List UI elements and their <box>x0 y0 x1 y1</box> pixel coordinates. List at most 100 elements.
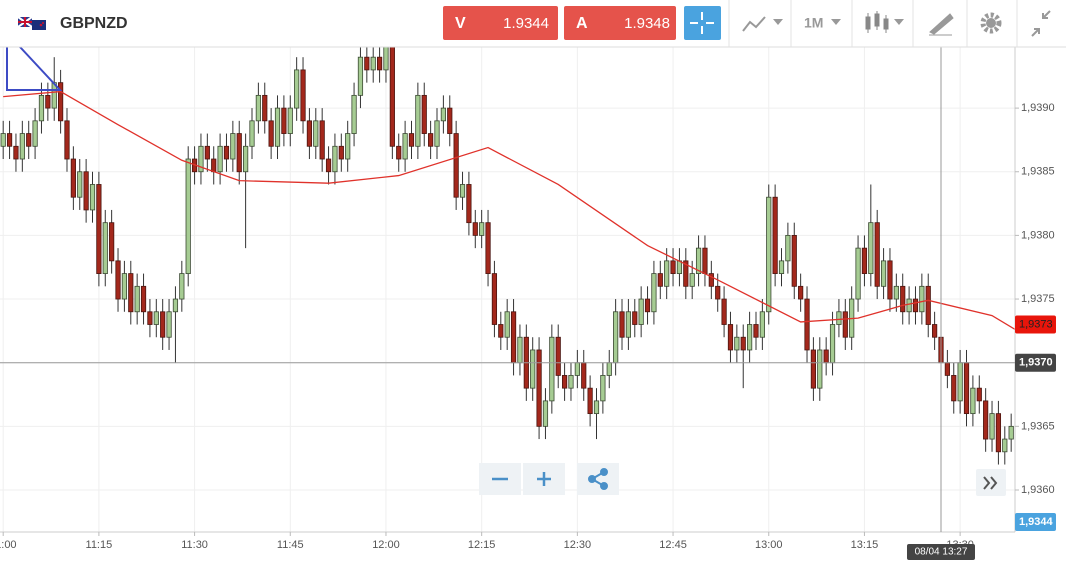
candle-body <box>670 260 676 274</box>
x-tick-label: 12:30 <box>564 539 592 551</box>
candle-body <box>836 311 842 325</box>
candle-body <box>766 196 772 313</box>
candle-body <box>530 349 536 389</box>
candle-body <box>166 311 172 338</box>
crosshair-button[interactable] <box>684 6 721 40</box>
dropdown-arrow <box>773 19 783 25</box>
y-tick-label: 1,9360 <box>1021 484 1055 496</box>
candle-body <box>887 260 893 300</box>
candle-body <box>549 336 555 402</box>
candle-body <box>581 362 587 389</box>
settings-icon <box>986 18 996 28</box>
candle-body <box>262 94 268 122</box>
candle-body <box>1008 425 1014 440</box>
candle-body <box>842 311 848 338</box>
symbol: GBPNZD <box>60 15 128 32</box>
candle-body <box>383 47 389 71</box>
candle-body <box>574 362 580 376</box>
candle-body <box>472 222 478 236</box>
candle-body <box>600 375 606 402</box>
candle-body <box>638 298 644 325</box>
zoom-controls <box>479 463 1006 496</box>
sell-button[interactable] <box>443 6 558 40</box>
candle-body <box>912 298 919 313</box>
candle-body <box>428 133 434 147</box>
candle-body <box>179 273 185 300</box>
scroll-end-button[interactable] <box>976 469 1006 496</box>
candle-body <box>702 247 708 274</box>
settings-button[interactable] <box>980 12 1002 34</box>
candle-body <box>951 375 957 402</box>
candle-body <box>759 311 765 338</box>
candle-body <box>434 120 440 147</box>
candle-body <box>747 324 753 351</box>
share-icon <box>588 468 608 490</box>
candle-body <box>466 184 472 224</box>
candle-body <box>798 285 804 300</box>
candle-body <box>19 133 25 160</box>
buy-label: A <box>576 15 588 32</box>
candle-body <box>536 349 542 427</box>
candle-body <box>236 133 242 173</box>
candle-body <box>306 120 313 147</box>
candle-body <box>459 184 466 198</box>
candle-body <box>944 362 950 376</box>
candle-body <box>644 298 651 313</box>
candle-body <box>115 260 121 300</box>
candle-body <box>26 133 32 147</box>
candle-body <box>715 285 721 300</box>
bid-tag-label: 1,9344 <box>1019 516 1054 528</box>
candle-body <box>319 120 325 160</box>
plus-icon <box>537 472 551 486</box>
candle-body <box>625 311 631 338</box>
candle-body <box>900 285 906 313</box>
candle-body <box>83 171 89 211</box>
collapse-button[interactable] <box>1031 10 1051 37</box>
candle-body <box>396 145 402 160</box>
candle-body <box>676 260 683 274</box>
candle-body <box>351 94 357 134</box>
candle-body <box>651 273 657 313</box>
candle-body <box>498 324 504 338</box>
candle-type-button[interactable] <box>865 11 889 33</box>
moving-average <box>3 90 1015 331</box>
candle-body <box>294 69 300 109</box>
candle-body <box>708 273 714 287</box>
candle-body <box>855 247 861 300</box>
candle-body <box>1002 438 1008 453</box>
candle-body <box>740 336 746 351</box>
x-tick-label: 12:45 <box>659 539 687 551</box>
candle-body <box>415 94 421 147</box>
draw-tool-button[interactable] <box>929 13 954 36</box>
candle-body <box>6 133 13 147</box>
candle-body <box>880 260 887 287</box>
candle-body <box>338 145 344 160</box>
timeframe-button[interactable]: 1M <box>804 15 823 31</box>
chart-type-button[interactable] <box>742 16 766 32</box>
candle-body <box>58 82 64 122</box>
sell-label: V <box>455 15 466 32</box>
candle-body <box>829 324 836 364</box>
candle-body <box>817 349 823 389</box>
candle-body <box>389 47 395 147</box>
candle-body <box>223 145 230 160</box>
x-tick-label: 13:15 <box>851 539 879 551</box>
candle-body <box>734 336 740 351</box>
candle-body <box>38 94 45 122</box>
x-tick-label: 11:15 <box>86 539 113 551</box>
candle-body <box>561 375 568 389</box>
candle-body <box>300 69 306 122</box>
buy-button[interactable] <box>564 6 676 40</box>
share-button[interactable] <box>577 463 619 495</box>
candle-body <box>932 324 938 338</box>
candle-body <box>568 375 574 389</box>
candle-body <box>593 400 600 415</box>
candle-body <box>491 273 498 325</box>
crosshair-icon <box>690 12 714 34</box>
candle-body <box>542 400 549 427</box>
candle-body <box>485 222 491 274</box>
candle-body <box>370 56 376 71</box>
candle-body <box>919 285 925 313</box>
candle-body <box>0 133 6 147</box>
